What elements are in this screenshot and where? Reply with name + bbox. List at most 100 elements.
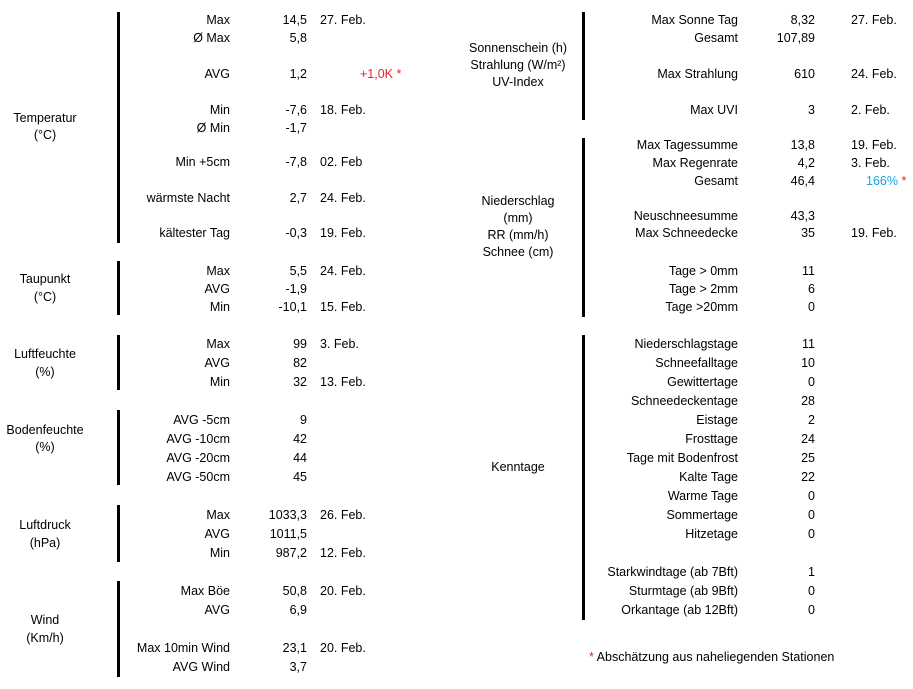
- row-label: Max: [206, 508, 230, 522]
- row-label: Neuschneesumme: [633, 209, 738, 223]
- section-title: (°C): [33, 128, 57, 142]
- row-label: wärmste Nacht: [146, 191, 230, 205]
- row-value: 24: [801, 432, 815, 446]
- row-value: 35: [801, 226, 815, 240]
- section-divider: [582, 335, 585, 620]
- section-title: Bodenfeuchte: [6, 423, 84, 437]
- section-divider: [117, 581, 120, 677]
- section-divider: [117, 505, 120, 562]
- row-date: 27. Feb.: [320, 13, 366, 27]
- row-value: 99: [293, 337, 307, 351]
- section-title: Temperatur: [13, 111, 77, 125]
- row-date: 3. Feb.: [851, 156, 890, 170]
- footnote-asterisk: *: [589, 650, 594, 664]
- row-label: AVG -5cm: [173, 413, 230, 427]
- row-value: 22: [801, 470, 815, 484]
- row-value: 2,7: [289, 191, 307, 205]
- row-value: 13,8: [790, 138, 815, 152]
- row-value: 43,3: [790, 209, 815, 223]
- row-value: 50,8: [282, 584, 307, 598]
- row-value: 5,5: [289, 264, 307, 278]
- row-date: 12. Feb.: [320, 546, 366, 560]
- row-label: Gewittertage: [667, 375, 738, 389]
- row-label: Warme Tage: [667, 489, 738, 503]
- row-value: 3: [808, 103, 815, 117]
- row-label: AVG -50cm: [166, 470, 230, 484]
- row-value: 6: [808, 282, 815, 296]
- row-label: Eistage: [696, 413, 738, 427]
- row-label: Min: [209, 300, 230, 314]
- row-label: Max Regenrate: [652, 156, 738, 170]
- section-title: (mm): [503, 211, 533, 225]
- row-label: Max: [206, 13, 230, 27]
- row-label: Hitzetage: [685, 527, 738, 541]
- row-date: 15. Feb.: [320, 300, 366, 314]
- row-date: 19. Feb.: [851, 138, 897, 152]
- row-value: -7,8: [285, 155, 307, 169]
- row-value: 45: [293, 470, 307, 484]
- row-label: Tage > 0mm: [668, 264, 738, 278]
- row-label: AVG -20cm: [166, 451, 230, 465]
- row-date: 20. Feb.: [320, 584, 366, 598]
- row-label: Sommertage: [666, 508, 738, 522]
- row-value: 23,1: [282, 641, 307, 655]
- row-note: +1,0K *: [360, 67, 401, 82]
- row-label: Ø Max: [193, 31, 230, 45]
- section-title: (Km/h): [26, 631, 64, 645]
- section-title: UV-Index: [492, 75, 544, 89]
- note-asterisk: *: [901, 174, 907, 188]
- row-label: Min: [209, 375, 230, 389]
- row-value: 0: [808, 603, 815, 617]
- row-label: AVG -10cm: [166, 432, 230, 446]
- section-divider: [582, 12, 585, 120]
- row-value: 8,32: [790, 13, 815, 27]
- row-date: 19. Feb.: [320, 226, 366, 240]
- row-date: 2. Feb.: [851, 103, 890, 117]
- row-value: 1011,5: [269, 527, 307, 541]
- section-title: (%): [35, 440, 55, 454]
- row-date: 13. Feb.: [320, 375, 366, 389]
- row-label: Orkantage (ab 12Bft): [621, 603, 738, 617]
- row-label: Max Tagessumme: [636, 138, 738, 152]
- note-asterisk: *: [396, 67, 402, 81]
- row-date: 27. Feb.: [851, 13, 897, 27]
- section-divider: [117, 410, 120, 485]
- row-date: 20. Feb.: [320, 641, 366, 655]
- row-value: 10: [801, 356, 815, 370]
- row-value: 46,4: [790, 174, 815, 188]
- row-value: 1: [808, 565, 815, 579]
- note-value: 166%: [866, 174, 898, 188]
- row-label: Starkwindtage (ab 7Bft): [607, 565, 738, 579]
- row-date: 26. Feb.: [320, 508, 366, 522]
- row-value: -1,7: [285, 121, 307, 135]
- row-value: 5,8: [289, 31, 307, 45]
- row-value: 0: [808, 489, 815, 503]
- row-label: AVG: [204, 282, 230, 296]
- row-value: 0: [808, 375, 815, 389]
- row-label: AVG Wind: [172, 660, 230, 674]
- row-value: 6,9: [289, 603, 307, 617]
- row-label: Tage mit Bodenfrost: [626, 451, 738, 465]
- row-date: 18. Feb.: [320, 103, 366, 117]
- row-label: Min +5cm: [175, 155, 230, 169]
- row-value: -10,1: [278, 300, 308, 314]
- section-title: (°C): [33, 290, 57, 304]
- section-title: (%): [35, 365, 55, 379]
- row-value: 4,2: [797, 156, 815, 170]
- row-value: 1033,3: [268, 508, 307, 522]
- row-label: Max UVI: [690, 103, 738, 117]
- row-value: 32: [293, 375, 307, 389]
- row-date: 24. Feb.: [851, 67, 897, 81]
- row-value: 2: [808, 413, 815, 427]
- row-date: 3. Feb.: [320, 337, 359, 351]
- row-label: Max Schneedecke: [635, 226, 738, 240]
- row-label: Max 10min Wind: [136, 641, 230, 655]
- section-title: (hPa): [29, 536, 61, 550]
- section-title: Sonnenschein (h): [469, 41, 567, 55]
- row-label: Schneefalltage: [655, 356, 738, 370]
- row-value: 28: [801, 394, 815, 408]
- row-label: Min: [209, 546, 230, 560]
- row-date: 24. Feb.: [320, 264, 366, 278]
- row-label: Frosttage: [685, 432, 738, 446]
- section-title: Schnee (cm): [482, 245, 554, 259]
